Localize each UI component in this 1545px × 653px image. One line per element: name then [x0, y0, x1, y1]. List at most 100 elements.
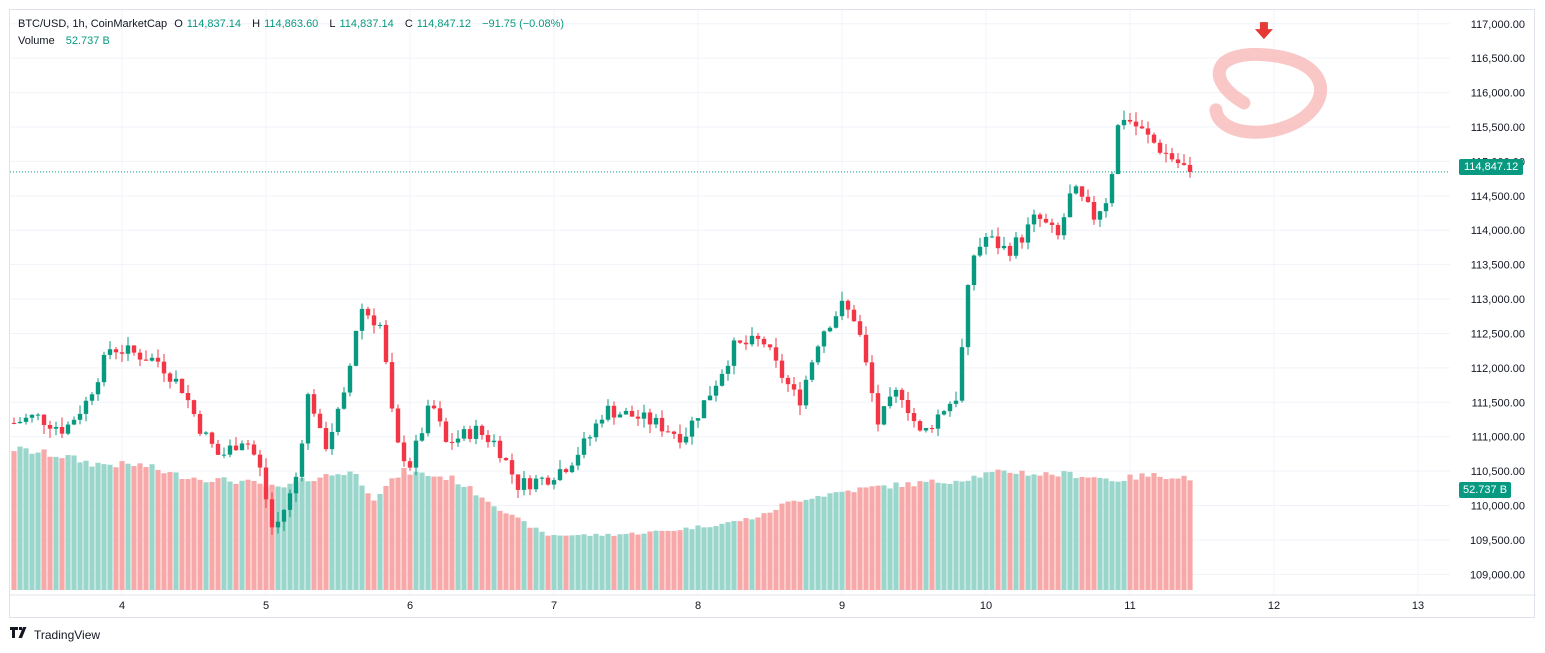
candle-body	[125, 345, 131, 354]
candle-body	[827, 327, 833, 332]
volume-bar	[287, 483, 293, 590]
price-tick-label: 114,500.00	[1471, 191, 1525, 203]
candle-body	[515, 474, 521, 490]
volume-bar	[515, 517, 521, 590]
volume-bar	[443, 480, 449, 590]
candle-body	[23, 417, 29, 422]
candle-body	[875, 393, 881, 425]
volume-bar	[353, 473, 359, 590]
time-axis: 4 5 6 7 8 9 10 11 12 13	[10, 594, 1536, 612]
price-tick-label: 113,000.00	[1471, 294, 1525, 306]
volume-bar	[1109, 481, 1115, 590]
candle-body	[197, 414, 203, 434]
candle-body	[185, 393, 191, 401]
volume-bar	[827, 493, 833, 590]
candle-body	[1121, 119, 1127, 126]
candle-body	[803, 379, 809, 406]
volume-bar	[521, 521, 527, 590]
volume-bar	[1049, 474, 1055, 590]
candle-body	[563, 469, 569, 473]
volume-bar	[245, 479, 251, 590]
candle-body	[35, 414, 41, 416]
volume-bar	[551, 534, 557, 590]
candle-body	[821, 331, 827, 347]
candle-body	[383, 324, 389, 363]
volume-bar	[533, 527, 539, 590]
volume-bar	[887, 488, 893, 590]
volume-bar	[635, 534, 641, 590]
volume-bar	[125, 463, 131, 590]
volume-bar	[713, 526, 719, 590]
volume-bar	[1061, 471, 1067, 590]
candle-body	[473, 425, 479, 439]
time-tick-label: 4	[119, 600, 125, 612]
candle-body	[587, 437, 593, 439]
volume-bar	[179, 478, 185, 590]
volume-bar	[875, 485, 881, 590]
candle-body	[389, 362, 395, 409]
volume-bar	[1169, 478, 1175, 590]
volume-bar	[737, 521, 743, 590]
volume-tag: 52.737 B	[1459, 482, 1512, 498]
candle-body	[257, 454, 263, 468]
candle-body	[1133, 121, 1139, 127]
volume-bar	[479, 497, 485, 590]
volume-bar	[449, 475, 455, 590]
volume-bar	[1025, 475, 1031, 590]
candle-body	[761, 338, 767, 345]
brand-footer[interactable]: TradingView	[10, 627, 100, 642]
volume-bar	[707, 527, 713, 590]
volume-bar	[419, 472, 425, 590]
chart-frame[interactable]: 117,000.00 116,500.00 116,000.00 115,500.00…	[9, 9, 1536, 619]
candle-body	[65, 424, 71, 434]
volume-bar	[155, 469, 161, 590]
volume-bar	[1097, 478, 1103, 590]
volume-bar	[1157, 476, 1163, 590]
candle-body	[545, 477, 551, 485]
volume-bar	[611, 535, 617, 590]
candle-body	[617, 414, 623, 418]
price-tick-label: 111,000.00	[1472, 432, 1525, 444]
volume-bar	[305, 481, 311, 590]
candle-body	[89, 394, 95, 401]
symbol-label[interactable]: BTC/USD, 1h, CoinMarketCap	[18, 18, 168, 30]
volume-bar	[59, 458, 65, 590]
candle-body	[491, 440, 497, 443]
volume-bar	[269, 484, 275, 590]
volume-bar	[1043, 472, 1049, 590]
candle-body	[377, 324, 383, 326]
price-tick-label: 113,500.00	[1471, 260, 1525, 272]
volume-bar	[425, 476, 431, 590]
candle-body	[689, 420, 695, 437]
volume-bar	[455, 484, 461, 590]
candle-body	[551, 480, 557, 485]
candle-body	[101, 354, 107, 383]
candle-body	[41, 414, 47, 425]
volume-bar	[575, 534, 581, 590]
candle-body	[983, 236, 989, 247]
volume-bar	[977, 477, 983, 590]
volume-bar	[71, 455, 77, 590]
candle-body	[281, 509, 287, 522]
volume-bar	[665, 530, 671, 590]
volume-bar	[65, 455, 71, 590]
candle-body	[155, 357, 161, 362]
volume-bar	[761, 513, 767, 590]
candle-body	[107, 349, 113, 355]
price-tick-label: 110,500.00	[1471, 466, 1525, 478]
time-tick-label: 12	[1268, 600, 1280, 612]
volume-bar	[1139, 473, 1145, 590]
volume-label[interactable]: Volume	[18, 35, 55, 47]
candle-body	[47, 424, 53, 429]
candle-body	[251, 444, 257, 455]
candle-body	[311, 394, 317, 414]
chart-canvas[interactable]: 117,000.00 116,500.00 116,000.00 115,500.00…	[10, 10, 1536, 619]
volume-bar	[221, 477, 227, 590]
candle-body	[191, 400, 197, 415]
candle-body	[317, 413, 323, 429]
volume-bar	[797, 501, 803, 590]
volume-bar	[1151, 473, 1157, 590]
price-tick-label: 116,500.00	[1471, 53, 1525, 65]
candle-body	[167, 373, 173, 382]
volume-bar	[923, 481, 929, 590]
